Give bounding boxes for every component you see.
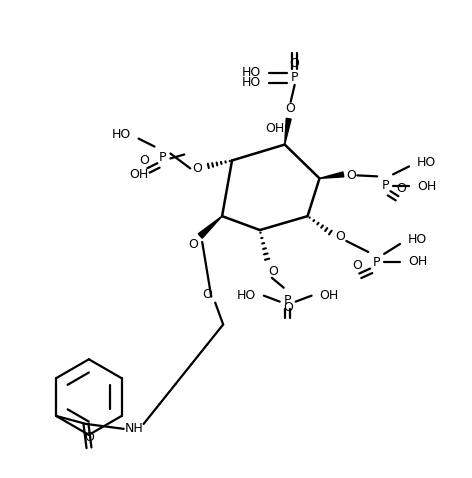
Polygon shape xyxy=(198,216,222,238)
Text: O: O xyxy=(140,154,150,167)
Text: P: P xyxy=(159,151,166,164)
Text: OH: OH xyxy=(320,289,339,302)
Text: OH: OH xyxy=(129,168,149,181)
Text: HO: HO xyxy=(408,233,427,247)
Text: P: P xyxy=(381,179,389,192)
Text: O: O xyxy=(336,229,346,242)
Text: OH: OH xyxy=(408,255,427,268)
Text: HO: HO xyxy=(242,76,261,89)
Text: HO: HO xyxy=(111,128,131,141)
Text: HO: HO xyxy=(417,156,436,169)
Polygon shape xyxy=(285,119,291,144)
Text: O: O xyxy=(290,56,300,69)
Text: P: P xyxy=(291,71,298,85)
Text: O: O xyxy=(268,265,278,278)
Text: O: O xyxy=(352,260,362,272)
Text: HO: HO xyxy=(242,66,261,79)
Text: O: O xyxy=(346,169,356,182)
Text: O: O xyxy=(202,288,212,301)
Text: OH: OH xyxy=(417,180,436,193)
Text: NH: NH xyxy=(124,423,143,435)
Text: OH: OH xyxy=(265,122,285,135)
Text: O: O xyxy=(84,431,94,445)
Text: HO: HO xyxy=(236,289,256,302)
Polygon shape xyxy=(320,172,344,178)
Text: O: O xyxy=(283,301,293,314)
Text: O: O xyxy=(286,102,295,115)
Text: P: P xyxy=(284,294,291,307)
Text: P: P xyxy=(372,256,380,270)
Text: O: O xyxy=(192,162,202,175)
Text: O: O xyxy=(188,239,198,251)
Text: O: O xyxy=(396,182,406,195)
